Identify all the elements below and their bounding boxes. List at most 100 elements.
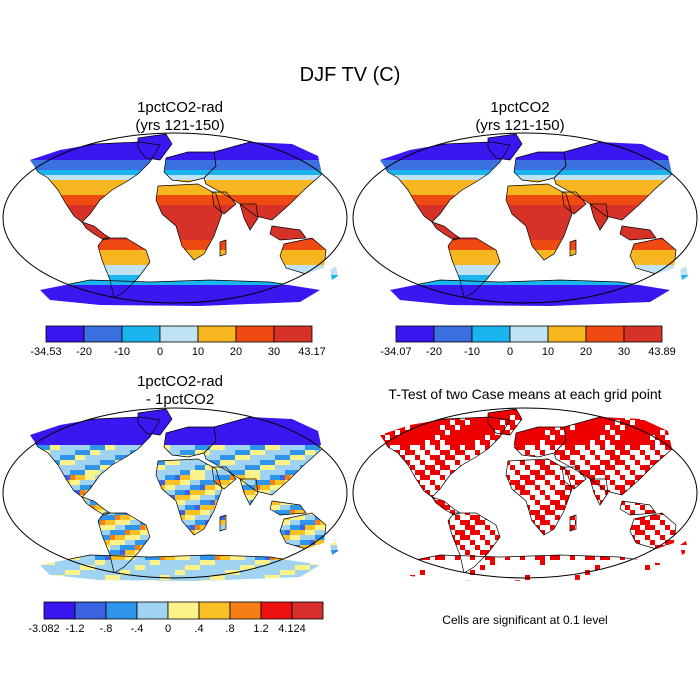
grid-cell — [190, 230, 195, 235]
grid-cell — [520, 170, 525, 175]
grid-cell — [305, 145, 310, 150]
grid-cell — [335, 255, 338, 260]
grid-cell — [0, 245, 5, 250]
grid-cell — [485, 265, 490, 270]
grid-cell — [410, 145, 415, 150]
grid-cell — [590, 155, 595, 160]
grid-cell — [120, 285, 125, 290]
grid-cell — [415, 175, 420, 180]
grid-cell — [245, 295, 250, 300]
grid-cell — [210, 210, 215, 215]
grid-cell — [15, 270, 20, 275]
grid-cell — [175, 200, 180, 205]
grid-cell — [170, 160, 175, 165]
grid-cell — [80, 280, 85, 285]
grid-cell — [290, 300, 295, 305]
grid-cell — [305, 280, 310, 285]
grid-cell — [220, 305, 225, 306]
grid-cell — [425, 170, 430, 175]
grid-cell — [360, 275, 365, 280]
grid-cell — [0, 255, 5, 260]
grid-cell — [80, 165, 85, 170]
grid-cell — [220, 280, 225, 285]
grid-cell — [615, 190, 620, 195]
grid-cell — [365, 265, 370, 270]
grid-cell — [610, 180, 615, 185]
grid-cell — [110, 240, 115, 245]
grid-cell — [465, 150, 470, 155]
grid-cell — [625, 295, 630, 300]
grid-cell — [170, 175, 175, 180]
grid-cell — [545, 240, 550, 245]
grid-cell — [485, 150, 490, 155]
grid-cell — [50, 300, 55, 305]
grid-cell — [255, 300, 260, 305]
grid-cell — [565, 195, 570, 200]
grid-cell — [265, 295, 270, 300]
grid-cell — [140, 165, 145, 170]
panel-3-title: 1pctCO2-rad - 1pctCO2 — [70, 373, 290, 409]
grid-cell — [315, 160, 320, 165]
grid-cell — [180, 305, 185, 306]
grid-cell — [220, 290, 225, 295]
grid-cell — [110, 134, 115, 135]
grid-cell — [530, 230, 535, 235]
grid-cell — [280, 290, 285, 295]
grid-cell — [315, 260, 320, 265]
grid-cell — [550, 295, 555, 300]
grid-cell — [595, 145, 600, 150]
figure-title: DJF TV (C) — [299, 64, 401, 86]
grid-cell — [510, 150, 515, 155]
grid-cell — [285, 290, 290, 295]
grid-cell — [295, 240, 300, 245]
grid-cell — [200, 295, 205, 300]
grid-cell — [695, 265, 700, 270]
grid-cell — [255, 160, 260, 165]
grid-cell — [255, 205, 260, 210]
grid-cell — [465, 245, 470, 250]
grid-cell — [655, 250, 660, 255]
grid-cell — [160, 205, 165, 210]
grid-cell — [265, 190, 270, 195]
grid-cell — [70, 150, 75, 155]
grid-cell — [265, 140, 270, 145]
grid-cell — [10, 270, 15, 275]
grid-cell — [425, 190, 430, 195]
grid-cell — [610, 175, 615, 180]
grid-cell — [680, 295, 685, 300]
grid-cell — [20, 130, 25, 135]
grid-cell — [380, 134, 385, 135]
grid-cell — [40, 300, 45, 305]
grid-cell — [225, 280, 230, 285]
grid-cell — [405, 145, 410, 150]
grid-cell — [330, 155, 335, 160]
grid-cell — [300, 235, 305, 240]
grid-cell — [695, 190, 700, 195]
grid-cell — [185, 280, 190, 285]
grid-cell — [340, 290, 345, 295]
grid-cell — [70, 155, 75, 160]
grid-cell — [60, 295, 65, 300]
grid-cell — [535, 155, 540, 160]
grid-cell — [295, 140, 300, 145]
grid-cell — [45, 290, 50, 295]
grid-cell — [590, 175, 595, 180]
grid-cell — [625, 285, 630, 290]
grid-cell — [540, 215, 545, 220]
grid-cell — [565, 210, 570, 215]
grid-cell — [655, 240, 660, 245]
grid-cell — [230, 305, 235, 306]
grid-cell — [315, 305, 320, 306]
grid-cell — [100, 300, 105, 305]
grid-cell — [60, 285, 65, 290]
grid-cell — [560, 190, 565, 195]
grid-cell — [395, 134, 400, 135]
grid-cell — [265, 305, 270, 306]
grid-cell — [305, 134, 310, 135]
grid-cell — [185, 245, 190, 250]
grid-cell — [55, 285, 60, 290]
grid-cell — [410, 295, 415, 300]
grid-cell — [100, 250, 105, 255]
grid-cell — [385, 280, 390, 285]
grid-cell — [500, 150, 505, 155]
